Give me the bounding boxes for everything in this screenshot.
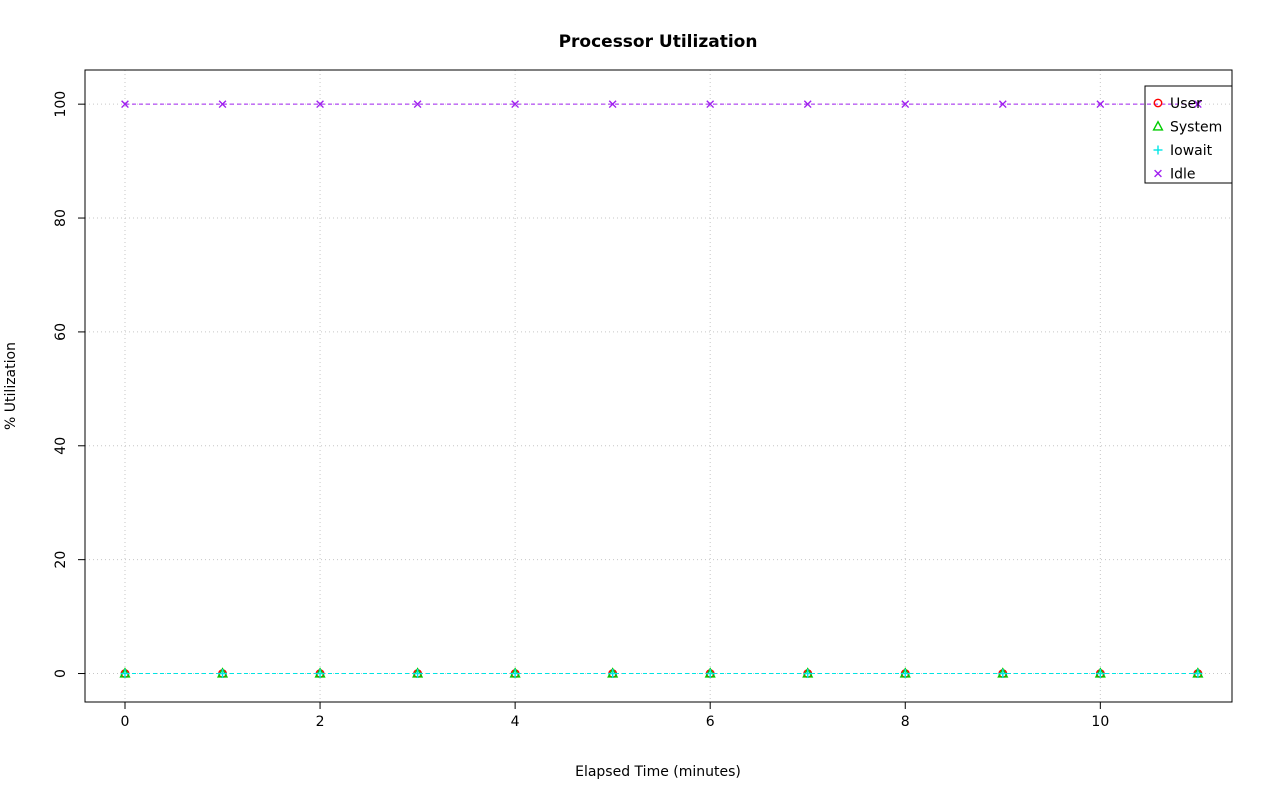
data-point-iowait — [608, 669, 618, 679]
x-tick-label: 0 — [121, 714, 130, 730]
y-tick-label: 80 — [53, 209, 69, 227]
x-marker-icon — [803, 100, 812, 109]
data-point-idle — [413, 100, 422, 109]
series-system — [119, 667, 1204, 678]
data-point-iowait — [413, 669, 423, 679]
data-point-iowait — [900, 669, 910, 679]
circle-marker-icon — [1153, 98, 1163, 108]
data-point-idle — [1193, 100, 1202, 109]
x-marker-icon — [1154, 169, 1162, 178]
y-tick-label: 60 — [53, 323, 69, 341]
series-idle — [121, 100, 1202, 109]
data-point-iowait — [510, 669, 520, 679]
y-tick-label: 20 — [53, 551, 69, 569]
data-point-idle — [121, 100, 129, 109]
chart-title: Processor Utilization — [559, 32, 758, 52]
data-point-idle — [706, 100, 715, 109]
data-point-iowait — [120, 669, 130, 679]
data-point-iowait — [315, 669, 325, 679]
legend-entry-iowait: Iowait — [1153, 143, 1213, 159]
x-tick-label: 4 — [511, 714, 520, 730]
legend: User System Iowait Idle — [1144, 85, 1233, 184]
data-point-idle — [901, 100, 910, 109]
series-iowait — [120, 669, 1203, 679]
y-tick-label: 100 — [53, 91, 69, 118]
data-point-iowait — [803, 669, 813, 679]
legend-entry-idle: Idle — [1154, 167, 1196, 183]
y-axis-label: % Utilization — [3, 342, 19, 430]
data-point-iowait — [998, 669, 1008, 679]
data-point-idle — [608, 100, 617, 109]
grid-layer — [85, 70, 1232, 702]
data-point-idle — [1096, 100, 1105, 109]
x-marker-icon — [901, 100, 910, 109]
data-point-idle — [803, 100, 812, 109]
x-marker-icon — [1096, 100, 1105, 109]
triangle-marker-icon — [1152, 120, 1164, 131]
legend-label-system: System — [1170, 120, 1222, 136]
x-tick-label: 6 — [706, 714, 715, 730]
data-point-iowait — [218, 669, 228, 679]
data-point-idle — [511, 100, 520, 109]
data-point-idle — [316, 100, 324, 109]
legend-entry-system: System — [1152, 120, 1222, 136]
y-tick-label: 40 — [53, 437, 69, 455]
x-marker-icon — [316, 100, 324, 109]
x-tick-label: 10 — [1091, 714, 1109, 730]
data-point-iowait — [1193, 669, 1203, 679]
x-tick-label: 8 — [901, 714, 910, 730]
data-point-idle — [998, 100, 1007, 109]
data-point-idle — [218, 100, 227, 109]
x-marker-icon — [218, 100, 227, 109]
data-point-iowait — [1095, 669, 1105, 679]
series-layer — [119, 100, 1204, 679]
x-marker-icon — [706, 100, 715, 109]
legend-label-user: User — [1170, 96, 1202, 112]
x-marker-icon — [121, 100, 129, 109]
x-marker-icon — [413, 100, 422, 109]
legend-label-idle: Idle — [1170, 167, 1196, 183]
x-axis-label: Elapsed Time (minutes) — [575, 764, 741, 780]
x-marker-icon — [998, 100, 1007, 109]
data-point-iowait — [705, 669, 715, 679]
x-marker-icon — [511, 100, 520, 109]
plot-border — [84, 69, 1233, 703]
x-marker-icon — [1193, 100, 1202, 109]
x-tick-label: 2 — [316, 714, 325, 730]
x-marker-icon — [608, 100, 617, 109]
y-tick-label: 0 — [53, 669, 69, 678]
legend-label-iowait: Iowait — [1170, 143, 1213, 159]
legend-entry-user: User — [1153, 96, 1202, 112]
legend-box — [1144, 85, 1233, 184]
